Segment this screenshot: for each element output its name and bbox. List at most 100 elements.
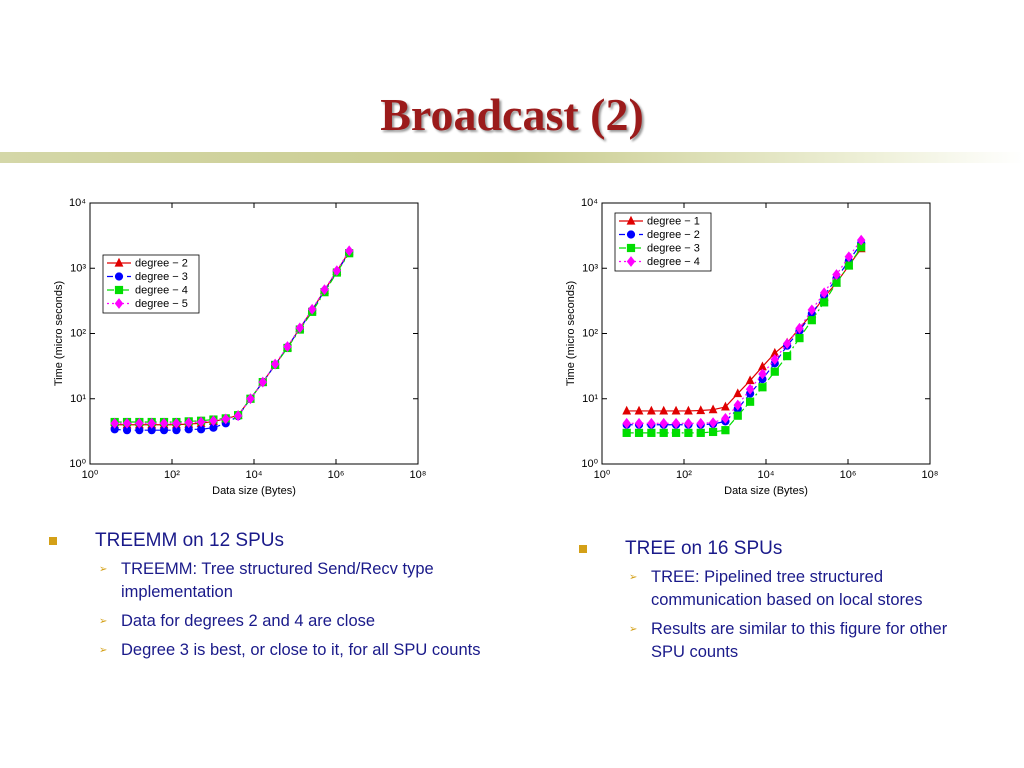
- marker: [122, 417, 132, 429]
- marker: [622, 417, 631, 429]
- marker: [745, 375, 755, 385]
- charts: 10⁰ 10² 10⁴ 10⁶ 10⁸ 10⁰ 10¹ 10² 10³ 10⁴ Data size …: [53, 197, 939, 497]
- legend-label: degree − 4: [647, 256, 700, 268]
- x-axis-label: Data size (Bytes): [212, 485, 296, 497]
- marker: [708, 427, 718, 437]
- marker: [184, 417, 193, 429]
- sub-bullet: TREE: Pipelined tree structured communic…: [629, 566, 965, 612]
- y-tick-label: 10¹: [70, 393, 86, 405]
- marker: [647, 417, 656, 429]
- x-tick-label: 10⁰: [594, 469, 611, 481]
- legend-marker: [626, 243, 636, 253]
- marker: [647, 428, 656, 437]
- sub-bullets: TREE: Pipelined tree structured communic…: [629, 566, 965, 664]
- marker: [634, 405, 644, 415]
- x-tick-label: 10⁶: [840, 469, 857, 481]
- y-tick-label: 10³: [70, 262, 86, 274]
- marker: [344, 245, 354, 257]
- chart: 10⁰ 10² 10⁴ 10⁶ 10⁸ 10⁰ 10¹ 10² 10³ 10⁴ Data size …: [53, 197, 426, 497]
- marker: [721, 426, 730, 435]
- bullet-column: TREE on 16 SPUs TREE: Pipelined tree stru…: [579, 538, 965, 670]
- x-tick-label: 10⁴: [246, 469, 263, 481]
- y-tick-label: 10⁰: [581, 458, 598, 470]
- marker: [721, 401, 730, 411]
- marker: [221, 413, 230, 425]
- marker: [832, 269, 841, 280]
- marker: [746, 397, 755, 406]
- legend-label: degree − 2: [135, 258, 188, 270]
- legend-label: degree − 3: [647, 243, 700, 255]
- marker: [758, 383, 767, 392]
- legend-label: degree − 5: [135, 298, 188, 310]
- marker: [659, 428, 668, 437]
- marker: [320, 284, 329, 296]
- legend-marker: [114, 257, 124, 267]
- marker: [295, 322, 305, 334]
- bullet-heading: TREEMM on 12 SPUs: [49, 530, 495, 552]
- marker: [721, 412, 730, 424]
- marker: [246, 393, 255, 405]
- marker: [807, 316, 816, 325]
- marker: [622, 428, 631, 437]
- marker: [820, 298, 829, 307]
- slide-title: Broadcast (2): [380, 89, 644, 140]
- plot-frame: [89, 202, 419, 465]
- sub-bullet: Degree 3 is best, or close to it, for al…: [99, 639, 495, 662]
- marker: [708, 404, 718, 414]
- marker: [832, 278, 841, 287]
- marker: [856, 234, 866, 246]
- marker: [172, 417, 181, 429]
- bullet-column: TREEMM on 12 SPUs TREEMM: Tree structured…: [49, 530, 495, 668]
- legend-label: degree − 4: [135, 285, 188, 297]
- marker: [733, 411, 742, 420]
- marker: [683, 405, 693, 415]
- marker: [782, 338, 792, 350]
- marker: [733, 399, 742, 411]
- marker: [795, 334, 804, 343]
- sub-bullet: Results are similar to this figure for o…: [629, 618, 965, 664]
- y-tick-label: 10¹: [582, 393, 598, 405]
- marker: [696, 417, 705, 429]
- marker: [332, 265, 342, 277]
- y-tick-label: 10⁴: [581, 197, 598, 209]
- y-axis-label: Time (micro seconds): [53, 281, 65, 386]
- legend-label: degree − 3: [135, 271, 188, 283]
- marker: [646, 405, 656, 415]
- legend-marker: [626, 256, 636, 267]
- x-tick-label: 10²: [676, 469, 692, 481]
- marker: [270, 358, 280, 370]
- marker: [135, 417, 144, 429]
- series-line: [114, 250, 350, 424]
- marker: [844, 261, 853, 270]
- marker: [684, 428, 693, 437]
- marker: [745, 383, 755, 395]
- x-tick-label: 10⁶: [328, 469, 345, 481]
- marker: [671, 405, 681, 415]
- legend-label: degree − 2: [647, 229, 700, 241]
- marker: [659, 417, 668, 429]
- marker: [807, 304, 817, 316]
- marker: [758, 368, 767, 380]
- marker: [196, 416, 206, 428]
- x-tick-label: 10⁰: [82, 469, 99, 481]
- marker: [622, 405, 632, 415]
- legend-marker: [626, 215, 636, 225]
- marker: [819, 287, 829, 299]
- marker: [233, 410, 243, 422]
- marker: [634, 417, 644, 429]
- y-tick-label: 10⁴: [69, 197, 86, 209]
- marker: [110, 417, 119, 429]
- marker: [733, 388, 743, 398]
- legend-marker: [114, 298, 124, 309]
- y-tick-label: 10²: [70, 328, 86, 340]
- marker: [258, 376, 268, 388]
- sub-bullet: Data for degrees 2 and 4 are close: [99, 610, 495, 633]
- marker: [283, 341, 292, 353]
- marker: [159, 417, 169, 429]
- marker: [696, 405, 706, 415]
- x-tick-label: 10⁸: [922, 469, 939, 481]
- marker: [684, 417, 693, 429]
- sub-bullet: TREEMM: Tree structured Send/Recv type i…: [99, 558, 495, 604]
- marker: [795, 322, 804, 334]
